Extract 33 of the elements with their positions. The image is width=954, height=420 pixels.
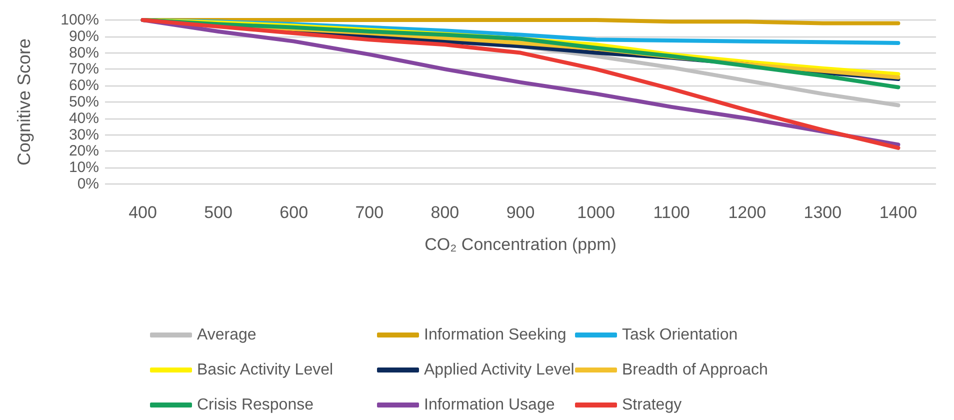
- legend-label: Information Usage: [424, 396, 555, 414]
- x-tick-label: 700: [355, 203, 384, 222]
- x-tick-label: 1300: [804, 203, 842, 222]
- y-tick-label: 50%: [68, 94, 99, 110]
- legend-label: Crisis Response: [197, 396, 314, 414]
- y-tick-label: 40%: [68, 110, 99, 127]
- x-axis-title: CO₂ Concentration (ppm): [424, 235, 616, 254]
- x-tick-label: 1100: [653, 203, 690, 222]
- x-tick-label: 500: [204, 203, 233, 222]
- y-tick-label: 0%: [77, 176, 99, 192]
- y-tick-label: 70%: [68, 60, 99, 78]
- x-tick-label: 900: [506, 203, 535, 222]
- y-tick-label: 10%: [68, 159, 99, 176]
- legend-label: Information Seeking: [424, 326, 566, 344]
- x-tick-label: 400: [128, 203, 157, 222]
- legend-label: Average: [197, 326, 256, 344]
- y-axis-title: Cognitive Score: [14, 38, 34, 166]
- legend-label: Applied Activity Level: [424, 362, 574, 378]
- legend-label: Basic Activity Level: [197, 362, 334, 378]
- y-tick-label: 80%: [68, 44, 99, 62]
- x-tick-label: 600: [280, 203, 308, 222]
- x-tick-label: 1000: [577, 203, 615, 222]
- y-tick-label: 90%: [68, 28, 99, 45]
- legend-label: Breadth of Approach: [622, 362, 768, 378]
- y-tick-label: 20%: [68, 142, 99, 160]
- x-tick-label: 1200: [728, 203, 766, 222]
- legend-label: Task Orientation: [622, 326, 738, 344]
- y-tick-label: 30%: [68, 126, 99, 144]
- x-tick-label: 800: [430, 203, 460, 222]
- y-tick-label: 100%: [60, 12, 99, 28]
- x-tick-label: 1400: [879, 203, 918, 222]
- legend-label: Strategy: [622, 396, 682, 414]
- y-tick-label: 60%: [68, 77, 99, 94]
